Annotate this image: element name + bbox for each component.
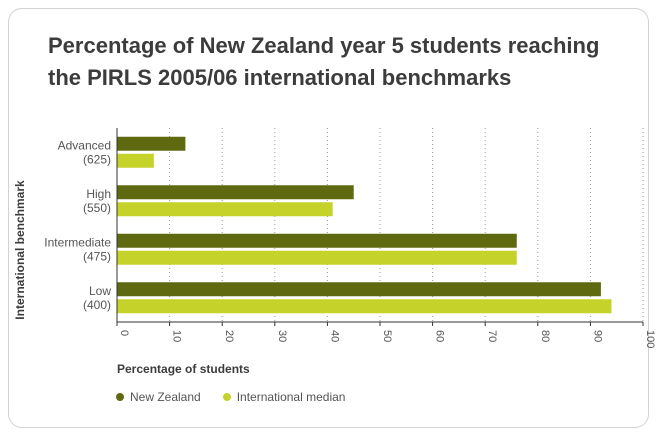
x-tick-label: 90 bbox=[591, 330, 603, 342]
legend-label-new-zealand: New Zealand bbox=[130, 390, 201, 404]
x-tick-label: 70 bbox=[486, 330, 498, 342]
x-tick-label: 0 bbox=[118, 330, 130, 336]
x-axis-title: Percentage of students bbox=[117, 362, 250, 376]
x-tick-label: 40 bbox=[328, 330, 340, 342]
bar-new-zealand-low bbox=[117, 282, 601, 297]
x-tick-label: 50 bbox=[381, 330, 393, 342]
chart-title: Percentage of New Zealand year 5 student… bbox=[48, 33, 600, 90]
legend-dot-international-median-icon bbox=[222, 393, 231, 401]
y-axis-title: International benchmark bbox=[13, 180, 27, 320]
x-tick-label: 60 bbox=[434, 330, 446, 342]
legend-item-new-zealand: New Zealand bbox=[116, 390, 201, 404]
grid-lines bbox=[169, 128, 644, 322]
category-label: High bbox=[86, 187, 111, 201]
x-tick-label: 80 bbox=[539, 330, 551, 342]
category-label: Intermediate bbox=[44, 235, 111, 249]
bar-new-zealand-high bbox=[117, 185, 354, 200]
x-tick-label: 20 bbox=[223, 330, 235, 342]
legend-dot-new-zealand-icon bbox=[116, 393, 124, 401]
category-label: Low bbox=[89, 284, 111, 298]
bar-international-median-low bbox=[117, 299, 612, 314]
category-labels: Advanced(625) High(550) Intermediate(475) L… bbox=[44, 138, 111, 312]
bar-international-median-intermediate bbox=[117, 250, 517, 265]
category-score-label: (625) bbox=[83, 152, 111, 166]
category-label: Advanced bbox=[58, 138, 111, 152]
x-ticks: 0 10 20 30 40 50 60 70 80 90 100 bbox=[116, 322, 656, 348]
legend-label-international-median: International median bbox=[236, 390, 346, 404]
legend-item-international-median: International median bbox=[222, 390, 346, 404]
bar-new-zealand-advanced bbox=[117, 136, 186, 151]
x-tick-label: 100 bbox=[644, 330, 656, 348]
bars bbox=[117, 136, 612, 314]
x-tick-label: 30 bbox=[276, 330, 288, 342]
legend: New Zealand International median bbox=[116, 390, 367, 404]
chart-card bbox=[8, 8, 649, 428]
bar-international-median-high bbox=[117, 202, 333, 217]
bar-new-zealand-intermediate bbox=[117, 233, 517, 248]
category-score-label: (550) bbox=[83, 201, 111, 215]
bar-international-median-advanced bbox=[117, 153, 154, 168]
x-tick-label: 10 bbox=[171, 330, 183, 342]
category-score-label: (475) bbox=[83, 249, 111, 263]
category-score-label: (400) bbox=[83, 298, 111, 312]
